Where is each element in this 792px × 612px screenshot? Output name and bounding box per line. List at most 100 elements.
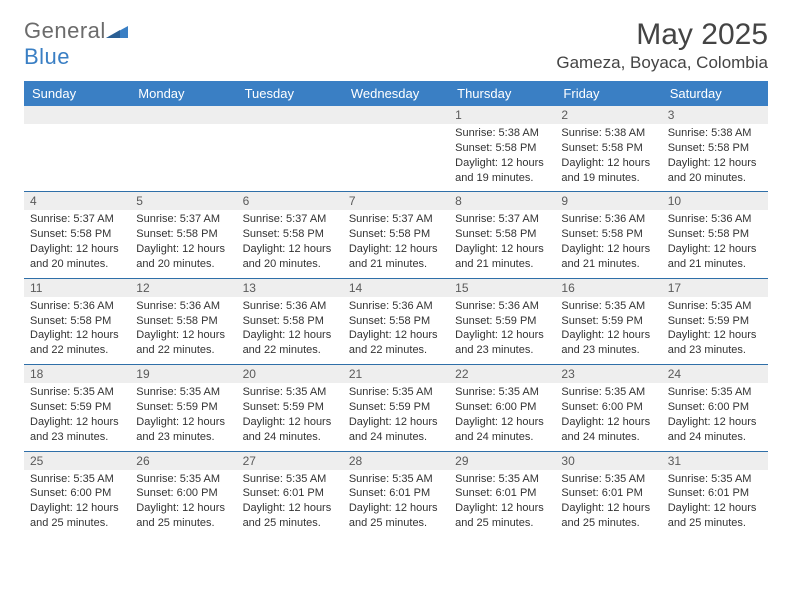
daylight-text: Daylight: 12 hours and 24 minutes. xyxy=(668,415,762,445)
day-number: 26 xyxy=(130,452,236,470)
daynum-row: 25262728293031 xyxy=(24,452,768,470)
title-block: May 2025 Gameza, Boyaca, Colombia xyxy=(556,18,768,73)
sunrise-text: Sunrise: 5:36 AM xyxy=(349,299,443,314)
details-row: Sunrise: 5:38 AMSunset: 5:58 PMDaylight:… xyxy=(24,124,768,191)
sunset-text: Sunset: 5:59 PM xyxy=(30,400,124,415)
daylight-text: Daylight: 12 hours and 25 minutes. xyxy=(136,501,230,531)
daylight-text: Daylight: 12 hours and 22 minutes. xyxy=(136,328,230,358)
sunrise-text: Sunrise: 5:35 AM xyxy=(668,472,762,487)
daylight-text: Daylight: 12 hours and 20 minutes. xyxy=(668,156,762,186)
sunset-text: Sunset: 5:58 PM xyxy=(561,141,655,156)
daylight-text: Daylight: 12 hours and 25 minutes. xyxy=(455,501,549,531)
day-number: 10 xyxy=(662,192,768,210)
day-details: Sunrise: 5:35 AMSunset: 6:00 PMDaylight:… xyxy=(662,383,768,450)
sunrise-text: Sunrise: 5:37 AM xyxy=(349,212,443,227)
day-details xyxy=(130,124,236,191)
sunset-text: Sunset: 6:01 PM xyxy=(349,486,443,501)
day-details: Sunrise: 5:35 AMSunset: 6:00 PMDaylight:… xyxy=(555,383,661,450)
daylight-text: Daylight: 12 hours and 25 minutes. xyxy=(561,501,655,531)
sunset-text: Sunset: 6:00 PM xyxy=(136,486,230,501)
sunset-text: Sunset: 5:58 PM xyxy=(243,227,337,242)
day-header-sun: Sunday xyxy=(24,81,130,106)
details-row: Sunrise: 5:36 AMSunset: 5:58 PMDaylight:… xyxy=(24,297,768,364)
day-number xyxy=(130,106,236,124)
daylight-text: Daylight: 12 hours and 21 minutes. xyxy=(561,242,655,272)
logo-word2: Blue xyxy=(24,44,70,69)
sunrise-text: Sunrise: 5:35 AM xyxy=(243,385,337,400)
day-details: Sunrise: 5:35 AMSunset: 5:59 PMDaylight:… xyxy=(24,383,130,450)
day-header-tue: Tuesday xyxy=(237,81,343,106)
day-details: Sunrise: 5:36 AMSunset: 5:58 PMDaylight:… xyxy=(662,210,768,277)
daylight-text: Daylight: 12 hours and 19 minutes. xyxy=(561,156,655,186)
day-number: 31 xyxy=(662,452,768,470)
day-number: 16 xyxy=(555,279,661,297)
daylight-text: Daylight: 12 hours and 23 minutes. xyxy=(561,328,655,358)
day-details: Sunrise: 5:38 AMSunset: 5:58 PMDaylight:… xyxy=(662,124,768,191)
day-details: Sunrise: 5:35 AMSunset: 5:59 PMDaylight:… xyxy=(555,297,661,364)
day-details: Sunrise: 5:35 AMSunset: 6:01 PMDaylight:… xyxy=(449,470,555,537)
day-number: 4 xyxy=(24,192,130,210)
day-number: 17 xyxy=(662,279,768,297)
sunset-text: Sunset: 6:01 PM xyxy=(668,486,762,501)
sunset-text: Sunset: 5:58 PM xyxy=(136,227,230,242)
daylight-text: Daylight: 12 hours and 21 minutes. xyxy=(668,242,762,272)
sunset-text: Sunset: 6:01 PM xyxy=(455,486,549,501)
day-header-row: Sunday Monday Tuesday Wednesday Thursday… xyxy=(24,81,768,106)
day-details xyxy=(24,124,130,191)
day-details: Sunrise: 5:37 AMSunset: 5:58 PMDaylight:… xyxy=(449,210,555,277)
day-number: 18 xyxy=(24,365,130,383)
day-details: Sunrise: 5:37 AMSunset: 5:58 PMDaylight:… xyxy=(24,210,130,277)
logo-triangle-icon xyxy=(106,18,128,43)
daylight-text: Daylight: 12 hours and 23 minutes. xyxy=(668,328,762,358)
day-number: 24 xyxy=(662,365,768,383)
sunrise-text: Sunrise: 5:38 AM xyxy=(561,126,655,141)
sunrise-text: Sunrise: 5:35 AM xyxy=(668,385,762,400)
sunrise-text: Sunrise: 5:37 AM xyxy=(243,212,337,227)
daylight-text: Daylight: 12 hours and 21 minutes. xyxy=(455,242,549,272)
sunset-text: Sunset: 6:01 PM xyxy=(243,486,337,501)
sunset-text: Sunset: 5:58 PM xyxy=(30,227,124,242)
day-number: 23 xyxy=(555,365,661,383)
sunrise-text: Sunrise: 5:35 AM xyxy=(561,472,655,487)
sunset-text: Sunset: 5:58 PM xyxy=(455,141,549,156)
day-number: 6 xyxy=(237,192,343,210)
sunset-text: Sunset: 5:58 PM xyxy=(243,314,337,329)
daynum-row: 11121314151617 xyxy=(24,279,768,297)
daylight-text: Daylight: 12 hours and 23 minutes. xyxy=(30,415,124,445)
day-details: Sunrise: 5:36 AMSunset: 5:58 PMDaylight:… xyxy=(130,297,236,364)
day-details: Sunrise: 5:35 AMSunset: 6:01 PMDaylight:… xyxy=(237,470,343,537)
day-details: Sunrise: 5:38 AMSunset: 5:58 PMDaylight:… xyxy=(555,124,661,191)
day-number: 25 xyxy=(24,452,130,470)
day-number: 3 xyxy=(662,106,768,124)
day-details: Sunrise: 5:35 AMSunset: 6:01 PMDaylight:… xyxy=(662,470,768,537)
day-details: Sunrise: 5:36 AMSunset: 5:58 PMDaylight:… xyxy=(555,210,661,277)
daylight-text: Daylight: 12 hours and 25 minutes. xyxy=(349,501,443,531)
sunrise-text: Sunrise: 5:37 AM xyxy=(30,212,124,227)
daylight-text: Daylight: 12 hours and 24 minutes. xyxy=(455,415,549,445)
day-number: 12 xyxy=(130,279,236,297)
daylight-text: Daylight: 12 hours and 25 minutes. xyxy=(668,501,762,531)
sunrise-text: Sunrise: 5:35 AM xyxy=(136,472,230,487)
sunset-text: Sunset: 5:59 PM xyxy=(455,314,549,329)
day-details: Sunrise: 5:37 AMSunset: 5:58 PMDaylight:… xyxy=(237,210,343,277)
daylight-text: Daylight: 12 hours and 24 minutes. xyxy=(243,415,337,445)
day-number xyxy=(343,106,449,124)
logo: GeneralBlue xyxy=(24,18,128,70)
daylight-text: Daylight: 12 hours and 20 minutes. xyxy=(243,242,337,272)
day-details: Sunrise: 5:35 AMSunset: 5:59 PMDaylight:… xyxy=(662,297,768,364)
day-details: Sunrise: 5:35 AMSunset: 6:00 PMDaylight:… xyxy=(449,383,555,450)
details-row: Sunrise: 5:35 AMSunset: 5:59 PMDaylight:… xyxy=(24,383,768,450)
sunset-text: Sunset: 5:59 PM xyxy=(349,400,443,415)
day-header-thu: Thursday xyxy=(449,81,555,106)
sunset-text: Sunset: 5:58 PM xyxy=(30,314,124,329)
day-number: 29 xyxy=(449,452,555,470)
sunrise-text: Sunrise: 5:35 AM xyxy=(349,385,443,400)
week-block: 25262728293031Sunrise: 5:35 AMSunset: 6:… xyxy=(24,451,768,537)
day-number xyxy=(237,106,343,124)
day-number: 28 xyxy=(343,452,449,470)
sunrise-text: Sunrise: 5:36 AM xyxy=(136,299,230,314)
day-header-fri: Friday xyxy=(555,81,661,106)
sunrise-text: Sunrise: 5:36 AM xyxy=(561,212,655,227)
sunrise-text: Sunrise: 5:36 AM xyxy=(243,299,337,314)
location-text: Gameza, Boyaca, Colombia xyxy=(556,53,768,73)
